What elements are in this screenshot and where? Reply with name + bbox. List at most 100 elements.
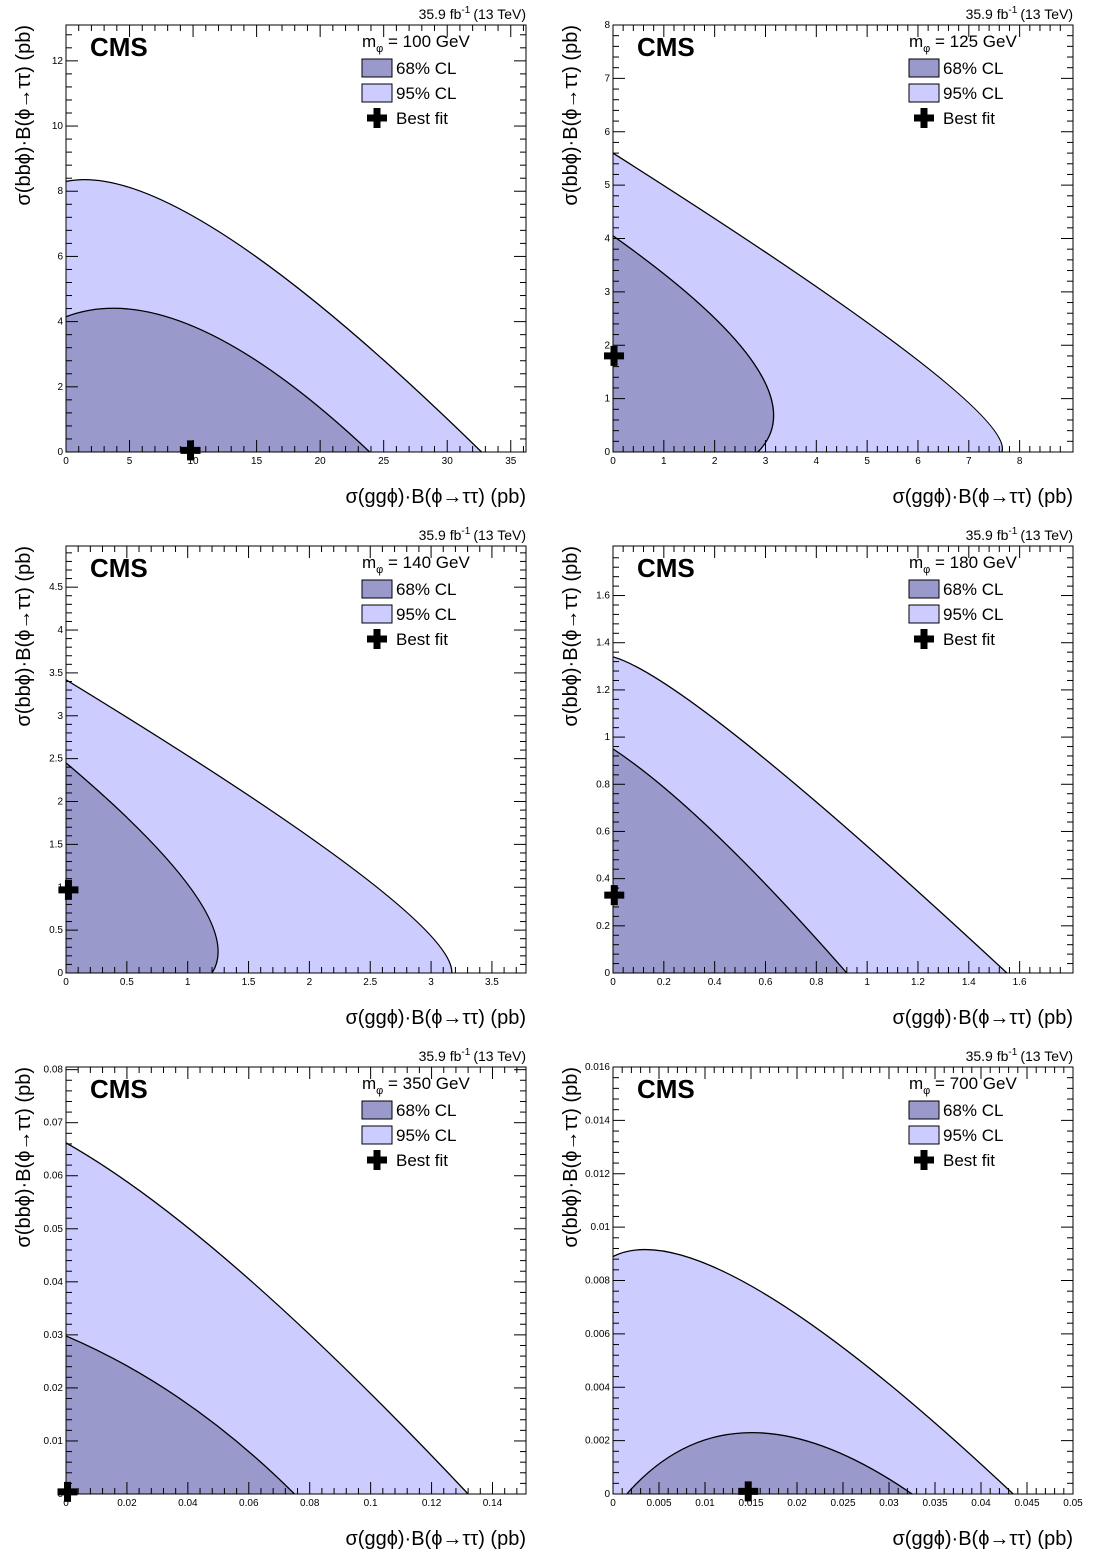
mass-value: = 125 GeV: [930, 32, 1017, 51]
y-tick-label: 12: [52, 56, 64, 67]
y-tick-label: 0.04: [44, 1277, 64, 1288]
y-tick-label: 0.2: [596, 921, 610, 932]
x-tick-label: 0.06: [239, 1498, 259, 1509]
lumi-exponent: -1: [461, 1047, 470, 1058]
mass-label: mφ = 700 GeV: [909, 1074, 1017, 1097]
legend-best-fit-marker: [914, 108, 934, 128]
y-tick-label: 8: [604, 20, 610, 31]
legend-label-best-fit: Best fit: [943, 109, 995, 128]
y-tick-label: 0.01: [591, 1222, 611, 1233]
x-tick-label: 2: [712, 456, 718, 467]
contour-68cl-line: [66, 1335, 295, 1494]
y-tick-label: 6: [604, 127, 610, 138]
contour-group: [613, 1248, 1014, 1494]
x-tick-label: 5: [864, 456, 870, 467]
y-tick-label: 2: [604, 340, 610, 351]
y-tick-label: 0.002: [585, 1436, 610, 1447]
x-tick-label: 0.05: [1063, 1498, 1083, 1509]
contour-group: [66, 1142, 469, 1494]
best-fit-marker: [604, 345, 625, 366]
y-tick-label: 6: [57, 251, 63, 262]
x-tick-label: 0.04: [971, 1498, 991, 1509]
x-tick-label: 30: [442, 456, 454, 467]
energy-label: (13 TeV): [473, 6, 526, 22]
contour-68cl-fill: [66, 308, 370, 452]
contour-95cl-line: [66, 679, 453, 973]
y-tick-label: 1.5: [49, 839, 63, 850]
x-tick-label: 5: [127, 456, 133, 467]
y-axis-title: σ(bbϕ)·B(ϕ→ττ) (pb): [560, 546, 582, 727]
y-tick-label: 0: [604, 968, 610, 979]
legend-swatch-68cl: [361, 58, 393, 78]
y-tick-label: 3: [57, 711, 63, 722]
legend-label-68cl: 68% CL: [943, 580, 1003, 599]
y-tick-label: 0.016: [585, 1062, 610, 1073]
y-tick-label: 0.6: [596, 826, 610, 837]
cms-label: CMS: [90, 1074, 148, 1104]
lumi-exponent: -1: [1008, 526, 1017, 537]
mass-symbol: m: [362, 32, 376, 51]
x-tick-label: 35: [505, 456, 517, 467]
chart-svg: 0 5 10 15 20 25 30 35 0 2 4 6 8 10 12 CMS 35.9 fb-1 (13 T…: [13, 5, 527, 508]
lumi-label: 35.9 fb-1 (13 TeV): [966, 526, 1073, 543]
x-tick-label: 1.2: [911, 977, 925, 988]
mass-value: = 350 GeV: [383, 1074, 470, 1093]
x-tick-label: 0.02: [787, 1498, 807, 1509]
x-tick-label: 0.6: [759, 977, 773, 988]
contour-68cl-line: [613, 748, 848, 973]
contour-95cl-line: [66, 178, 482, 452]
chart-panel-5: 00.020.040.060.080.10.120.1400.010.020.0…: [0, 1042, 547, 1563]
cms-label: CMS: [90, 32, 148, 62]
x-tick-label: 1: [185, 977, 191, 988]
mass-symbol: m: [909, 1074, 923, 1093]
mass-symbol: m: [362, 553, 376, 572]
y-tick-label: 0.008: [585, 1276, 610, 1287]
x-tick-label: 0.03: [879, 1498, 899, 1509]
x-tick-label: 0.4: [708, 977, 722, 988]
x-tick-label: 0.035: [922, 1498, 947, 1509]
best-fit-marker: [738, 1481, 759, 1502]
x-tick-label: 25: [378, 456, 390, 467]
lumi-label: 35.9 fb-1 (13 TeV): [419, 1047, 526, 1064]
legend-label-95cl: 95% CL: [943, 1126, 1003, 1145]
legend-swatch-68cl: [908, 58, 940, 78]
contour-95cl-line: [66, 1142, 469, 1494]
legend-label-68cl: 68% CL: [396, 1101, 456, 1120]
legend-label-68cl: 68% CL: [396, 580, 456, 599]
lumi-value: 35.9 fb: [966, 1048, 1009, 1064]
x-tick-label: 15: [251, 456, 263, 467]
chart-panel-1: 0 5 10 15 20 25 30 35 0 2 4 6 8 10 12 CMS 35.9 fb-1 (13 T…: [0, 0, 547, 521]
x-tick-label: 1.4: [962, 977, 976, 988]
y-tick-label: 0.01: [44, 1436, 64, 1447]
contour-68cl-fill: [66, 762, 219, 973]
energy-label: (13 TeV): [473, 1048, 526, 1064]
legend-swatch-68cl: [908, 1100, 940, 1120]
plot-frame: [612, 545, 1074, 974]
legend-swatch-95cl: [361, 604, 393, 624]
lumi-label: 35.9 fb-1 (13 TeV): [966, 5, 1073, 22]
y-tick-label: 0.5: [49, 925, 63, 936]
x-tick-label: 0.02: [117, 1498, 137, 1509]
plot-frame: [65, 24, 527, 453]
plot-frame: [65, 1066, 527, 1495]
y-axis-title: σ(bbϕ)·B(ϕ→ττ) (pb): [13, 546, 35, 727]
lumi-label: 35.9 fb-1 (13 TeV): [419, 5, 526, 22]
x-tick-label: 0: [610, 977, 616, 988]
legend-swatch-95cl: [361, 83, 393, 103]
y-tick-label: 2: [57, 382, 63, 393]
y-axis-title: σ(bbϕ)·B(ϕ→ττ) (pb): [560, 1067, 582, 1248]
x-tick-label: 7: [966, 456, 972, 467]
x-tick-label: 0.5: [120, 977, 134, 988]
legend-best-fit-marker: [367, 1150, 387, 1170]
mass-subscript: φ: [376, 564, 383, 576]
contour-68cl-line: [626, 1432, 913, 1494]
x-tick-label: 0.025: [830, 1498, 855, 1509]
best-fit-marker: [57, 1481, 78, 1502]
legend-swatch-68cl: [908, 579, 940, 599]
legend-best-fit-marker: [367, 629, 387, 649]
legend-label-95cl: 95% CL: [396, 605, 456, 624]
y-tick-label: 1.2: [596, 685, 610, 696]
x-tick-label: 10: [188, 456, 200, 467]
x-axis-title: σ(ggϕ)·B(ϕ→ττ) (pb): [345, 1528, 526, 1550]
x-tick-label: 1: [661, 456, 667, 467]
